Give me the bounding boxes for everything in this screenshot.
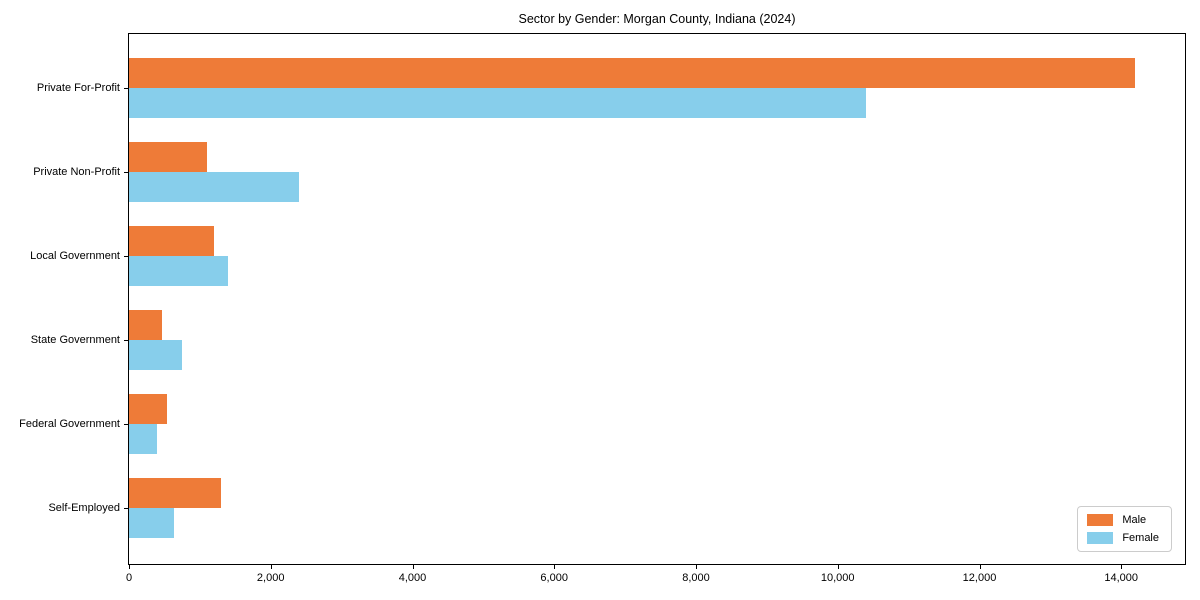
x-tick-mark-4 — [696, 565, 697, 569]
legend-item-male: Male — [1087, 514, 1159, 526]
x-tick-mark-0 — [129, 565, 130, 569]
x-tick-mark-6 — [979, 565, 981, 569]
y-tick-mark-5 — [124, 508, 128, 509]
bar-male-1 — [129, 142, 207, 172]
x-tick-label-6: 12,000 — [962, 572, 997, 584]
y-tick-mark-0 — [124, 88, 128, 89]
legend: Male Female — [1077, 506, 1172, 552]
chart-title: Sector by Gender: Morgan County, Indiana… — [518, 12, 796, 26]
x-tick-label-1: 2,000 — [256, 572, 285, 584]
bar-female-2 — [129, 256, 229, 286]
y-tick-mark-1 — [124, 172, 128, 173]
legend-label-male: Male — [1122, 514, 1147, 526]
bar-male-5 — [129, 478, 222, 508]
y-tick-label-3: State Government — [30, 334, 120, 346]
bar-female-3 — [129, 340, 183, 370]
y-tick-label-1: Private Non-Profit — [33, 166, 120, 178]
bar-female-5 — [129, 508, 174, 538]
bar-female-4 — [129, 424, 158, 454]
x-tick-label-0: 0 — [125, 572, 133, 584]
x-tick-label-3: 6,000 — [540, 572, 568, 584]
legend-label-female: Female — [1122, 532, 1159, 544]
y-tick-mark-2 — [124, 256, 128, 257]
y-tick-mark-4 — [124, 424, 128, 425]
x-tick-mark-7 — [1121, 565, 1123, 569]
bar-female-0 — [129, 88, 867, 118]
x-tick-mark-3 — [554, 565, 556, 569]
female-series-swatch — [1087, 532, 1114, 544]
x-tick-mark-5 — [837, 565, 839, 569]
bar-male-0 — [129, 58, 1136, 88]
y-tick-label-0: Private For-Profit — [36, 82, 120, 94]
x-tick-mark-2 — [412, 565, 414, 569]
x-tick-mark-1 — [270, 565, 272, 569]
y-tick-label-5: Self-Employed — [48, 502, 120, 514]
bar-male-2 — [129, 226, 214, 256]
y-tick-label-4: Federal Government — [19, 418, 120, 430]
male-series-swatch — [1087, 514, 1114, 526]
bar-male-4 — [129, 394, 167, 424]
bar-male-3 — [129, 310, 162, 340]
x-tick-label-4: 8,000 — [682, 572, 710, 584]
y-tick-label-2: Local Government — [30, 250, 120, 262]
bar-female-1 — [129, 172, 300, 202]
x-tick-label-7: 14,000 — [1104, 572, 1139, 584]
x-tick-label-2: 4,000 — [398, 572, 427, 584]
legend-item-female: Female — [1087, 532, 1159, 544]
y-tick-mark-3 — [124, 340, 128, 341]
plot-area: Male Female — [128, 33, 1186, 565]
x-tick-label-5: 10,000 — [820, 572, 855, 584]
